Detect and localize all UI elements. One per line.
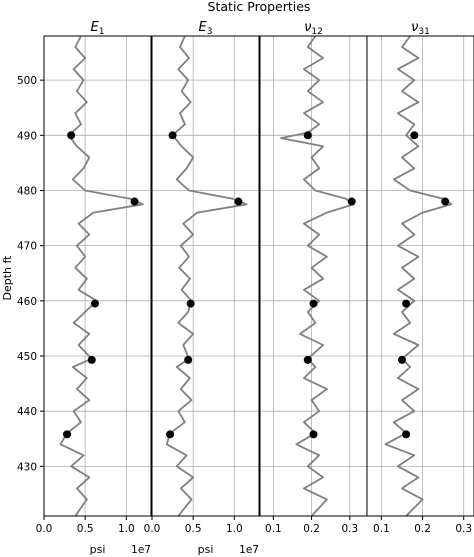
x-tick-label: 0.2 — [303, 523, 320, 535]
sample-point — [347, 197, 356, 206]
sample-point — [130, 197, 139, 206]
y-tick-label: 430 — [17, 461, 37, 473]
sample-point — [402, 299, 411, 308]
sample-point — [402, 430, 411, 439]
panel-title-subscript: 12 — [311, 27, 322, 37]
sample-point — [184, 355, 193, 364]
log-curve — [384, 35, 453, 517]
sample-point — [91, 299, 100, 308]
depth-axis: 430 440 450 460 470 480 490 500 — [17, 75, 44, 473]
panel-2: 0.0 0.5 1.0 E3 psi 1e7 — [144, 20, 260, 556]
panel-title-base: ν — [304, 20, 311, 35]
x-offset-text: 1e7 — [131, 544, 151, 556]
sample-point — [441, 197, 450, 206]
y-tick-label: 480 — [17, 185, 37, 197]
panel-3: 0.1 0.2 0.3 ν12 — [259, 20, 368, 535]
x-offset-text: 1e7 — [239, 544, 259, 556]
x-tick-label: 1.0 — [118, 523, 135, 535]
x-tick-label: 0.5 — [185, 523, 202, 535]
x-tick-label: 0.1 — [373, 523, 390, 535]
sample-point — [87, 355, 96, 364]
x-tick-label: 0.5 — [77, 523, 94, 535]
panel-frame — [151, 35, 260, 517]
panel-title-base: E — [91, 20, 100, 35]
sample-point — [168, 131, 177, 140]
x-tick-label: 0.2 — [414, 523, 431, 535]
log-curve — [59, 35, 144, 517]
panel-1: 0.0 0.5 1.0 E1 psi 1e7 — [36, 20, 152, 556]
figure-title: Static Properties — [208, 0, 311, 14]
panel-title: E1 — [91, 20, 105, 37]
y-tick-label: 460 — [17, 296, 37, 308]
x-tick-label: 1.0 — [226, 523, 243, 535]
panel-title-subscript: 3 — [207, 27, 213, 37]
panel-frame — [43, 35, 152, 517]
y-tick-label: 450 — [17, 351, 37, 363]
y-tick-label: 440 — [17, 406, 37, 418]
log-curve — [280, 35, 355, 517]
panel-title: ν31 — [411, 20, 430, 37]
panel-title-subscript: 31 — [418, 27, 429, 37]
y-tick-label: 500 — [17, 75, 37, 87]
x-tick-label: 0.0 — [144, 523, 161, 535]
sample-point — [303, 355, 312, 364]
panel-frame — [366, 35, 474, 517]
panel-title-base: ν — [411, 20, 418, 35]
x-tick-label: 0.3 — [341, 523, 358, 535]
panel-title-subscript: 1 — [99, 27, 105, 37]
x-axis-label: psi — [90, 543, 106, 556]
x-tick-label: 0.3 — [455, 523, 472, 535]
y-tick-label: 490 — [17, 130, 37, 142]
x-tick-label: 0.0 — [36, 523, 53, 535]
panel-4: 0.1 0.2 0.3 ν31 — [366, 20, 474, 535]
sample-point — [309, 430, 318, 439]
sample-point — [410, 131, 419, 140]
sample-point — [166, 430, 175, 439]
sample-point — [234, 197, 243, 206]
sample-point — [397, 355, 406, 364]
panel-title-base: E — [199, 20, 208, 35]
x-axis-label: psi — [198, 543, 214, 556]
sample-point — [63, 430, 72, 439]
sample-point — [303, 131, 312, 140]
panel-title: ν12 — [304, 20, 323, 37]
y-tick-label: 470 — [17, 241, 37, 253]
log-curve — [165, 35, 248, 517]
y-axis-label: Depth ft — [1, 255, 14, 301]
panel-title: E3 — [199, 20, 213, 37]
sample-point — [186, 299, 195, 308]
sample-point — [309, 299, 318, 308]
x-tick-label: 0.1 — [265, 523, 282, 535]
sample-point — [67, 131, 76, 140]
